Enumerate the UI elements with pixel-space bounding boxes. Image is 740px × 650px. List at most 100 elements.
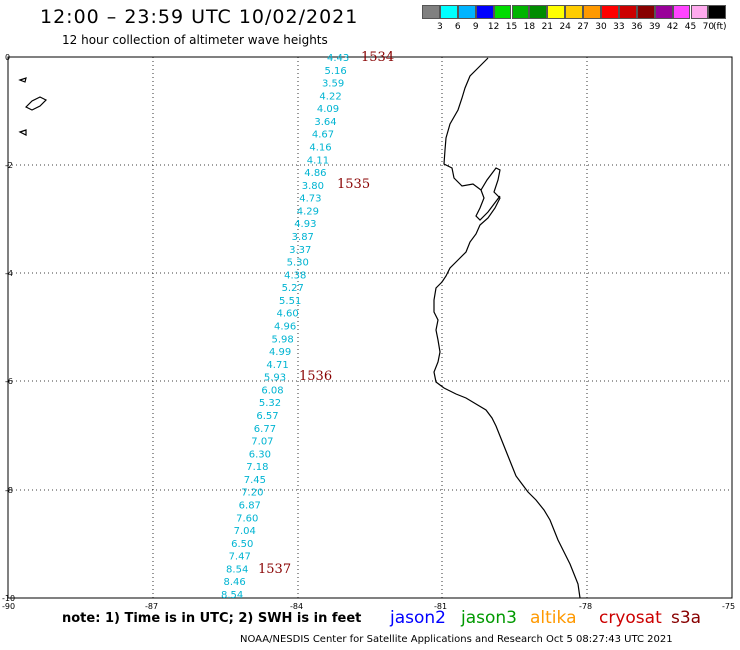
pass-label: 1536	[299, 369, 332, 384]
legend-swatch	[493, 5, 512, 19]
swh-value: 3.59	[322, 79, 344, 90]
lat-tick-label: -2	[5, 161, 13, 170]
swh-value: 8.46	[224, 577, 246, 588]
swh-value: 5.93	[264, 373, 286, 384]
lat-tick-label: -10	[2, 594, 15, 603]
legend-swatch	[708, 5, 727, 19]
altimeter-track: 4.43 5.16 3.594.22 4.09 3.64 4.67 4.164.11 4.86…	[221, 53, 349, 601]
legend-swatch	[636, 5, 655, 19]
swh-value: 5.32	[259, 398, 281, 409]
legend-swatch	[511, 5, 530, 19]
legend-label: 6	[454, 22, 461, 32]
swh-value: 4.71	[266, 360, 288, 371]
legend-swatch	[601, 5, 619, 19]
footer-note: note: 1) Time is in UTC; 2) SWH is in fe…	[62, 611, 362, 626]
legend-label: 45	[684, 22, 697, 32]
credit-line: NOAA/NESDIS Center for Satellite Applica…	[240, 634, 673, 645]
swh-value: 6.57	[256, 411, 278, 422]
legend-swatch	[654, 5, 673, 19]
map-title: 12:00 – 23:59 UTC 10/02/2021	[40, 6, 359, 28]
grid-lines	[8, 57, 732, 598]
legend-label: 36	[631, 22, 643, 32]
lon-tick-label: -75	[722, 602, 735, 611]
legend-label: 12	[487, 22, 500, 32]
legend-label: 15	[505, 22, 518, 32]
satellite-name: jason3	[461, 608, 517, 628]
legend-swatch	[475, 5, 494, 19]
lon-tick-label: -84	[290, 602, 303, 611]
swh-value: 3.64	[314, 117, 336, 128]
lat-tick-label: -8	[5, 486, 13, 495]
swh-value: 5.98	[271, 334, 293, 345]
map-subtitle: 12 hour collection of altimeter wave hei…	[62, 33, 328, 47]
lon-tick-label: -81	[434, 602, 447, 611]
swh-value: 7.60	[236, 513, 258, 524]
swh-value: 3.37	[289, 245, 311, 256]
swh-value: 6.87	[239, 501, 261, 512]
legend-label: 42	[666, 22, 679, 32]
swh-value: 4.43	[327, 53, 349, 64]
legend-swatch	[618, 5, 637, 19]
axis-tick-labels: 0 -2 -4 -6 -8 -10-90 -87 -84 -81 -78 -75	[2, 53, 735, 611]
swh-value: 4.09	[317, 104, 339, 115]
legend-swatch	[457, 5, 476, 19]
swh-value: 7.07	[251, 437, 273, 448]
legend-label: 9	[472, 22, 479, 32]
swh-value: 4.96	[274, 322, 296, 333]
swh-value: 7.45	[244, 475, 266, 486]
swh-value: 4.60	[277, 309, 299, 320]
swh-value: 4.99	[269, 347, 291, 358]
swh-value: 5.30	[287, 258, 309, 269]
lon-tick-label: -78	[579, 602, 592, 611]
lat-tick-label: -6	[5, 377, 13, 386]
satellite-name: cryosat	[599, 608, 662, 628]
swh-value: 7.47	[229, 552, 251, 563]
map-frame	[7, 56, 733, 599]
legend-swatch	[565, 5, 584, 19]
swh-value: 6.77	[254, 424, 276, 435]
satellite-name: altika	[530, 608, 577, 628]
swh-value: 7.18	[246, 462, 268, 473]
pass-label: 1537	[258, 562, 291, 577]
swh-value: 4.11	[307, 155, 329, 166]
island-small-north	[18, 77, 27, 83]
swh-value: 6.30	[249, 449, 271, 460]
swh-value: 8.54	[226, 564, 248, 575]
lon-tick-label: -90	[2, 602, 15, 611]
bay-outline	[475, 189, 501, 221]
satellite-name: jason2	[390, 608, 446, 628]
swh-value: 5.51	[279, 296, 301, 307]
legend-label: 27	[577, 22, 589, 32]
swh-value: 4.38	[284, 270, 306, 281]
swh-value: 4.22	[319, 91, 341, 102]
swh-value: 8.54	[221, 590, 243, 601]
swh-value: 4.93	[294, 219, 316, 230]
legend-unit: (ft)	[713, 22, 727, 32]
swh-value: 4.73	[299, 194, 321, 205]
legend-swatch	[422, 5, 440, 19]
legend-swatch	[672, 5, 691, 19]
island-isabela	[24, 96, 48, 111]
swh-value: 3.80	[302, 181, 324, 192]
pass-label: 1535	[337, 177, 370, 192]
swh-value: 6.08	[261, 385, 283, 396]
swh-value: 4.67	[312, 130, 334, 141]
swh-value: 5.27	[282, 283, 304, 294]
legend-swatch	[547, 5, 566, 19]
swh-value: 4.86	[304, 168, 326, 179]
legend-label: 24	[559, 22, 571, 32]
pass-labels: 1534 1535 1536 1537	[258, 50, 394, 577]
swh-value: 5.16	[324, 66, 346, 77]
swh-value: 6.50	[231, 539, 253, 550]
legend-swatch	[529, 5, 548, 19]
coastline	[433, 57, 581, 599]
swh-value: 4.16	[309, 143, 331, 154]
swh-value: 3.87	[292, 232, 314, 243]
legend-label: 3	[437, 22, 443, 32]
lat-tick-label: -4	[5, 269, 13, 278]
lat-tick-label: 0	[5, 53, 10, 62]
swh-value: 4.29	[297, 206, 319, 217]
legend-label: 30	[595, 22, 607, 32]
lon-tick-label: -87	[145, 602, 158, 611]
